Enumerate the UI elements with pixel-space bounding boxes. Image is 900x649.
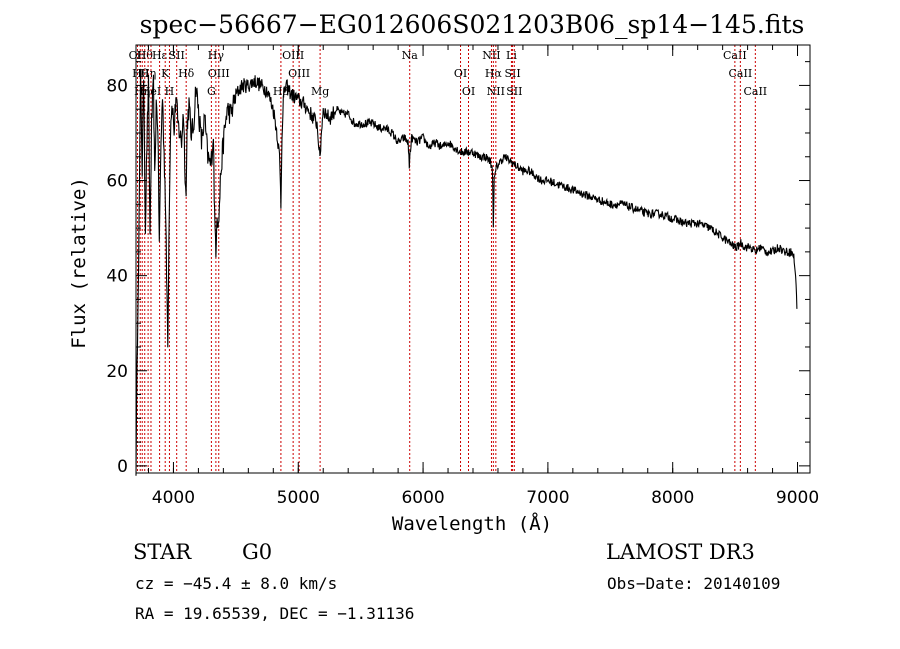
object-type: STAR [133, 540, 192, 564]
line-markers: OIIHθHηHθHηHeIHεKHSIIHδGHγOIIIHβOIIIOIII… [129, 45, 767, 473]
line-marker-label: G [207, 85, 216, 98]
line-marker-label: Hη [134, 85, 150, 98]
y-axis-label: Flux (relative) [68, 177, 90, 349]
x-tick-label: 4000 [152, 488, 195, 508]
velocity: cz = −45.4 ± 8.0 km/s [135, 574, 338, 593]
line-marker-label: HeI [141, 85, 161, 98]
line-marker-label: SII [504, 67, 520, 80]
line-marker-label: SII [169, 49, 185, 62]
line-marker-label: CaII [723, 49, 747, 62]
line-marker-label: OI [454, 67, 467, 80]
line-marker-label: Li [506, 49, 517, 62]
axes: 4000 5000 6000 7000 8000 9000 0 20 40 60 80 [106, 44, 819, 508]
line-marker-label: Hγ [208, 49, 225, 62]
survey-label: LAMOST DR3 [606, 540, 755, 564]
line-marker-label: Na [402, 49, 419, 62]
line-marker-label: CaII [729, 67, 753, 80]
obs-date: Obs−Date: 20140109 [607, 574, 781, 593]
series-group [135, 68, 798, 476]
y-tick-label: 60 [106, 172, 128, 192]
line-marker-label: OIII [282, 49, 304, 62]
line-marker-label: OI [462, 85, 475, 98]
x-tick-label: 6000 [401, 488, 444, 508]
y-tick-label: 0 [117, 457, 128, 477]
spectral-class: G0 [242, 540, 273, 564]
line-marker-label: OIII [208, 67, 230, 80]
line-marker-label: NII [482, 49, 500, 62]
line-marker-label: Hθ [137, 49, 154, 62]
line-marker-label: OIII [288, 67, 310, 80]
y-tick-label: 80 [106, 76, 128, 96]
chart-title: spec−56667−EG012606S021203B06_sp14−145.f… [140, 10, 805, 39]
x-tick-label: 8000 [651, 488, 694, 508]
line-marker-label: Hβ [273, 85, 289, 98]
plot-frame [135, 44, 811, 474]
line-marker-label: Hα [485, 67, 503, 80]
y-tick-label: 40 [106, 267, 128, 287]
spectrum-line [135, 68, 798, 476]
line-marker-label: Mg [311, 85, 329, 98]
line-marker-label: SII [506, 85, 522, 98]
y-tick-label: 20 [106, 362, 128, 382]
line-marker-label: CaII [743, 85, 767, 98]
line-marker-label: Hη [140, 67, 156, 80]
x-tick-label: 5000 [277, 488, 320, 508]
x-axis-label: Wavelength (Å) [392, 512, 552, 535]
x-tick-label: 9000 [776, 488, 819, 508]
x-tick-label: 7000 [526, 488, 569, 508]
coordinates: RA = 19.65539, DEC = −1.31136 [135, 604, 415, 623]
line-marker-label: Hε [152, 49, 168, 62]
line-marker-label: NII [487, 85, 505, 98]
line-marker-label: K [161, 67, 170, 80]
line-marker-label: H [165, 85, 175, 98]
line-marker-label: Hδ [178, 67, 195, 80]
